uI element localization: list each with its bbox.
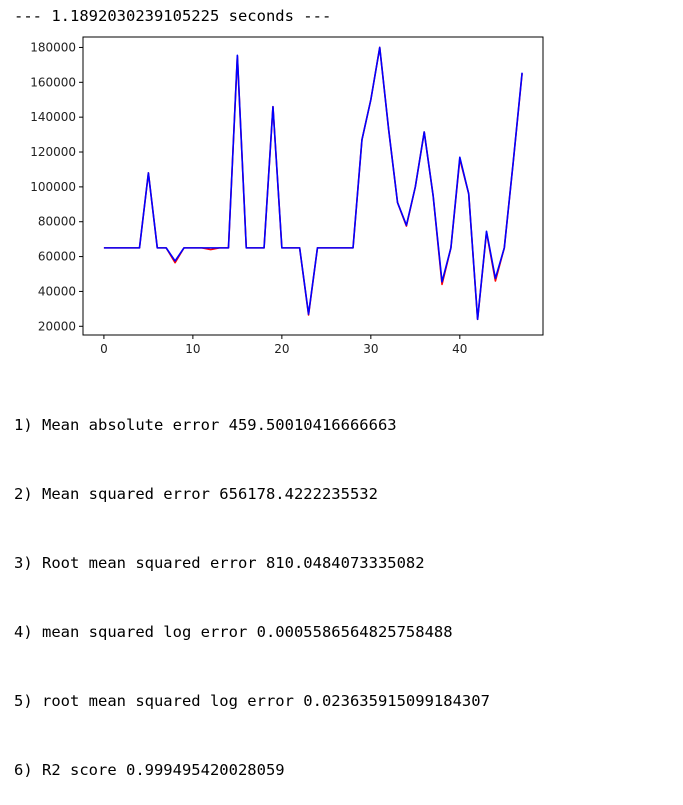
x-axis: 0 10 20 30 40 — [100, 335, 467, 356]
x-tick-label: 40 — [452, 342, 467, 356]
metric-mse: 2) Mean squared error 656178.4222235532 — [14, 485, 378, 503]
y-tick-label: 60000 — [38, 250, 76, 264]
x-tick-label: 20 — [274, 342, 289, 356]
metrics-output: 1) Mean absolute error 459.5001041666666… — [14, 368, 490, 805]
x-tick-label: 30 — [363, 342, 378, 356]
y-tick-label: 140000 — [30, 110, 76, 124]
metric-rmsle: 5) root mean squared log error 0.0236359… — [14, 692, 490, 710]
y-tick-label: 160000 — [30, 75, 76, 89]
plot-frame — [82, 36, 544, 336]
series-line-2 — [103, 46, 523, 321]
series-group — [103, 46, 523, 321]
y-tick-label: 40000 — [38, 284, 76, 298]
timing-output: --- 1.1892030239105225 seconds --- — [14, 7, 332, 25]
x-tick-label: 0 — [100, 342, 108, 356]
y-tick-label: 100000 — [30, 180, 76, 194]
metric-r2: 6) R2 score 0.999495420028059 — [14, 761, 285, 779]
y-tick-label: 80000 — [38, 215, 76, 229]
line-chart: 20000 40000 60000 80000 100000 120000 140000 16… — [0, 28, 560, 368]
y-tick-label: 120000 — [30, 145, 76, 159]
chart-svg: 20000 40000 60000 80000 100000 120000 140000 16… — [30, 36, 544, 356]
y-tick-label: 180000 — [30, 40, 76, 54]
x-tick-label: 10 — [185, 342, 200, 356]
y-axis: 20000 40000 60000 80000 100000 120000 140000 16… — [30, 40, 83, 333]
y-tick-label: 20000 — [38, 319, 76, 333]
metric-mae: 1) Mean absolute error 459.5001041666666… — [14, 416, 397, 434]
metric-rmse: 3) Root mean squared error 810.048407333… — [14, 554, 425, 572]
metric-msle: 4) mean squared log error 0.000558656482… — [14, 623, 453, 641]
